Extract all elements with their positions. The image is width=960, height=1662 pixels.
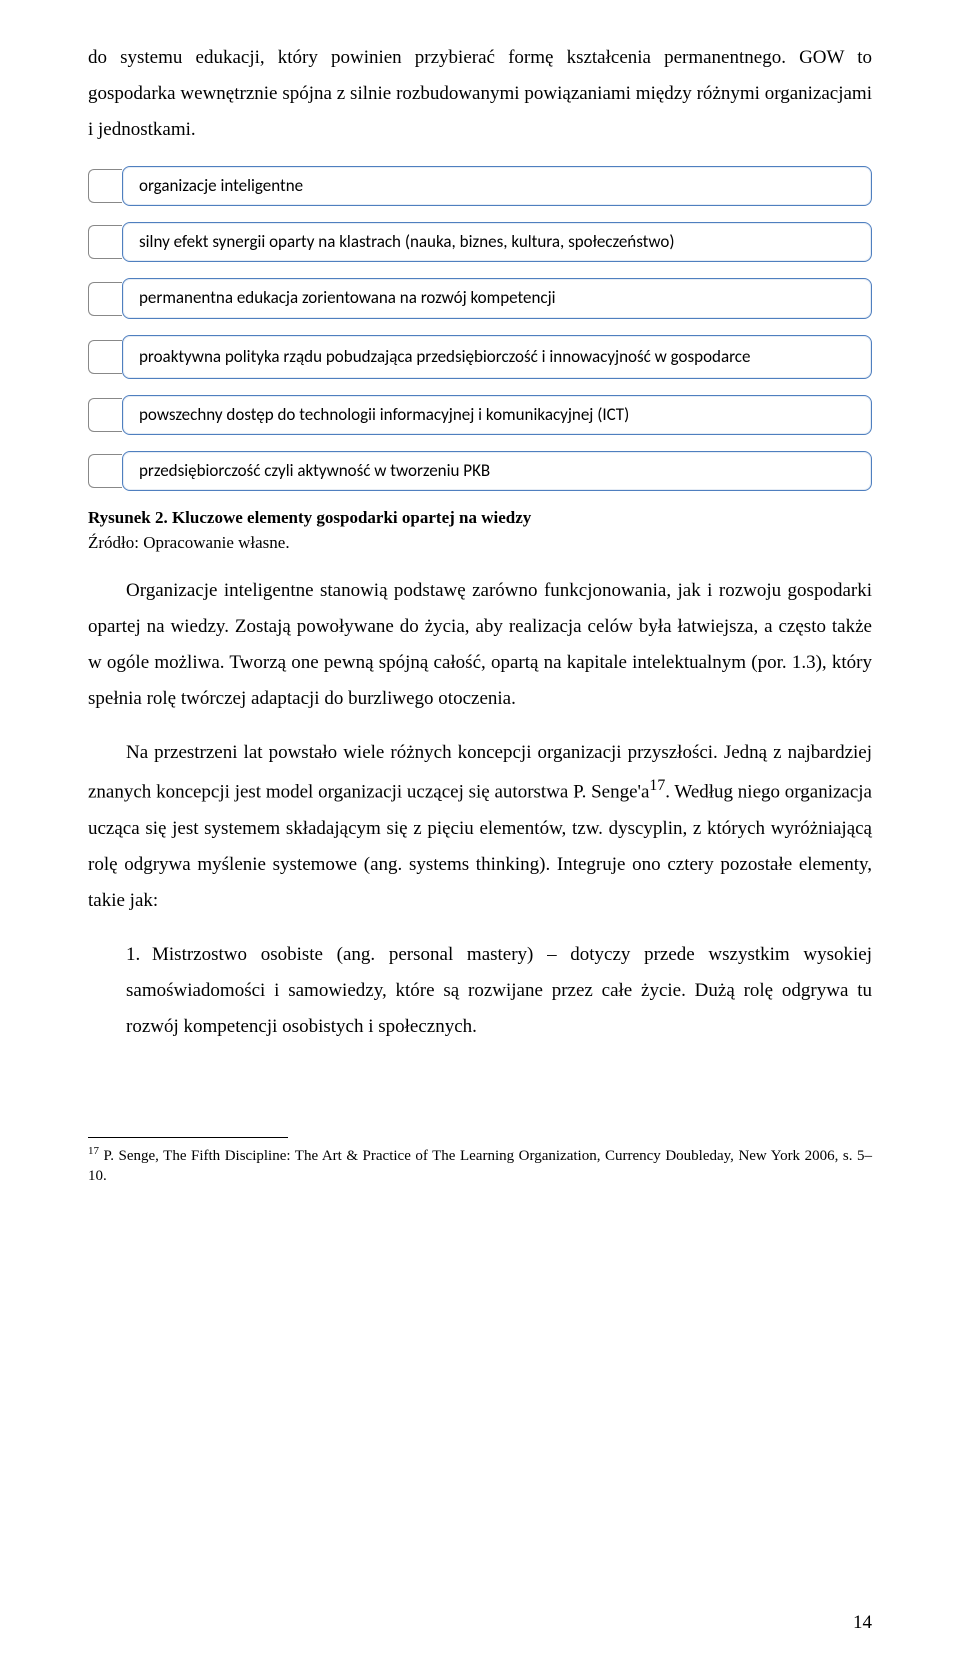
connector-stub: [88, 169, 122, 203]
list-text: Mistrzostwo osobiste (ang. personal mast…: [126, 944, 872, 1037]
connector-stub: [88, 282, 122, 316]
list-item: 1.Mistrzostwo osobiste (ang. personal ma…: [126, 937, 872, 1045]
connector-stub: [88, 398, 122, 432]
diagram-row: permanentna edukacja zorientowana na roz…: [88, 278, 872, 318]
diagram-row: silny efekt synergii oparty na klastrach…: [88, 222, 872, 262]
numbered-list: 1.Mistrzostwo osobiste (ang. personal ma…: [126, 937, 872, 1045]
footnote-ref: 17: [649, 777, 665, 794]
footnote-number: 17: [88, 1145, 99, 1157]
diagram-row: przedsiębiorczość czyli aktywność w twor…: [88, 451, 872, 491]
list-number: 1.: [126, 937, 152, 973]
page-number: 14: [853, 1612, 872, 1634]
diagram-row: powszechny dostęp do technologii informa…: [88, 395, 872, 435]
diagram-row: organizacje inteligentne: [88, 166, 872, 206]
footnote-separator: [88, 1137, 288, 1138]
paragraph-intro: do systemu edukacji, który powinien przy…: [88, 40, 872, 148]
diagram-box: organizacje inteligentne: [122, 166, 872, 206]
diagram-box: przedsiębiorczość czyli aktywność w twor…: [122, 451, 872, 491]
connector-stub: [88, 340, 122, 374]
connector-stub: [88, 454, 122, 488]
footnote-content: P. Senge, The Fifth Discipline: The Art …: [88, 1148, 872, 1184]
diagram-box: permanentna edukacja zorientowana na roz…: [122, 278, 872, 318]
connector-stub: [88, 225, 122, 259]
diagram-key-elements: organizacje inteligentne silny efekt syn…: [88, 166, 872, 491]
diagram-box: powszechny dostęp do technologii informa…: [122, 395, 872, 435]
diagram-row: proaktywna polityka rządu pobudzająca pr…: [88, 335, 872, 379]
diagram-box: silny efekt synergii oparty na klastrach…: [122, 222, 872, 262]
diagram-box: proaktywna polityka rządu pobudzająca pr…: [122, 335, 872, 379]
figure-source: Źródło: Opracowanie własne.: [88, 532, 872, 555]
paragraph-body-2: Na przestrzeni lat powstało wiele różnyc…: [88, 735, 872, 919]
figure-caption: Rysunek 2. Kluczowe elementy gospodarki …: [88, 507, 872, 530]
paragraph-body-1: Organizacje inteligentne stanowią podsta…: [88, 573, 872, 717]
footnote-text: 17 P. Senge, The Fifth Discipline: The A…: [88, 1144, 872, 1187]
